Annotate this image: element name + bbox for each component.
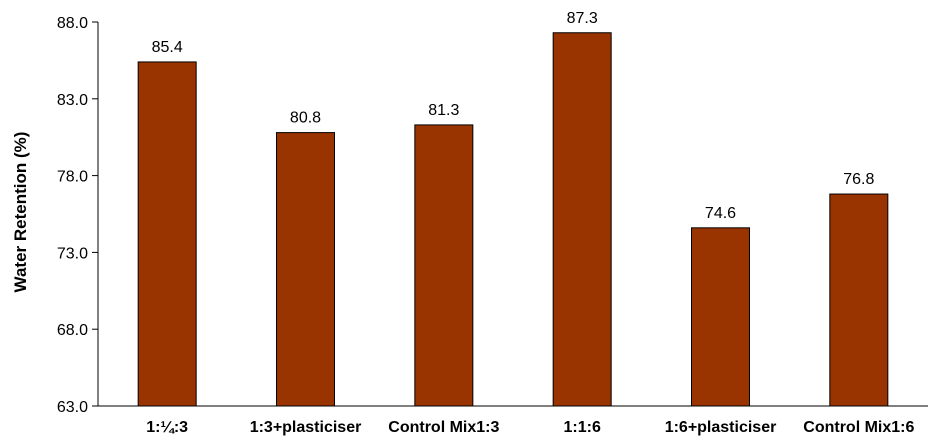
category-label: 1:1:6	[563, 419, 600, 436]
bar-value-label: 74.6	[705, 205, 736, 222]
bar-value-label: 81.3	[428, 102, 459, 119]
bar-value-label: 80.8	[290, 110, 321, 127]
bar	[414, 124, 474, 407]
bars	[137, 32, 889, 407]
bar	[276, 132, 335, 407]
bar	[552, 32, 612, 407]
y-tick-label: 78.0	[57, 169, 88, 186]
y-tick-label: 68.0	[57, 322, 88, 339]
bar	[829, 193, 889, 407]
category-label: Control Mix1:6	[803, 419, 914, 436]
bar-value-label: 85.4	[152, 39, 183, 56]
bar	[691, 227, 750, 407]
y-tick-label: 73.0	[57, 245, 88, 262]
bar	[137, 61, 197, 407]
data-labels: 85.4 80.8 81.3 87.3 74.6 76.8	[152, 10, 875, 222]
y-tick-label: 88.0	[57, 15, 88, 32]
category-label: 1:¼:3	[146, 419, 188, 436]
category-label: 1:3+plasticiser	[250, 419, 362, 436]
y-tick-label: 83.0	[57, 92, 88, 109]
category-labels: 1:¼:3 1:3+plasticiser Control Mix1:3 1:1:6 1…	[146, 419, 914, 436]
category-label: Control Mix1:3	[388, 419, 499, 436]
category-label: 1:6+plasticiser	[665, 419, 777, 436]
y-tick-label: 63.0	[57, 399, 88, 416]
bar-value-label: 76.8	[843, 171, 874, 188]
y-axis-ticks: 63.0 68.0 73.0 78.0 83.0 88.0	[57, 15, 98, 416]
bar-value-label: 87.3	[567, 10, 598, 27]
y-axis-title: Water Retention (%)	[11, 132, 30, 293]
